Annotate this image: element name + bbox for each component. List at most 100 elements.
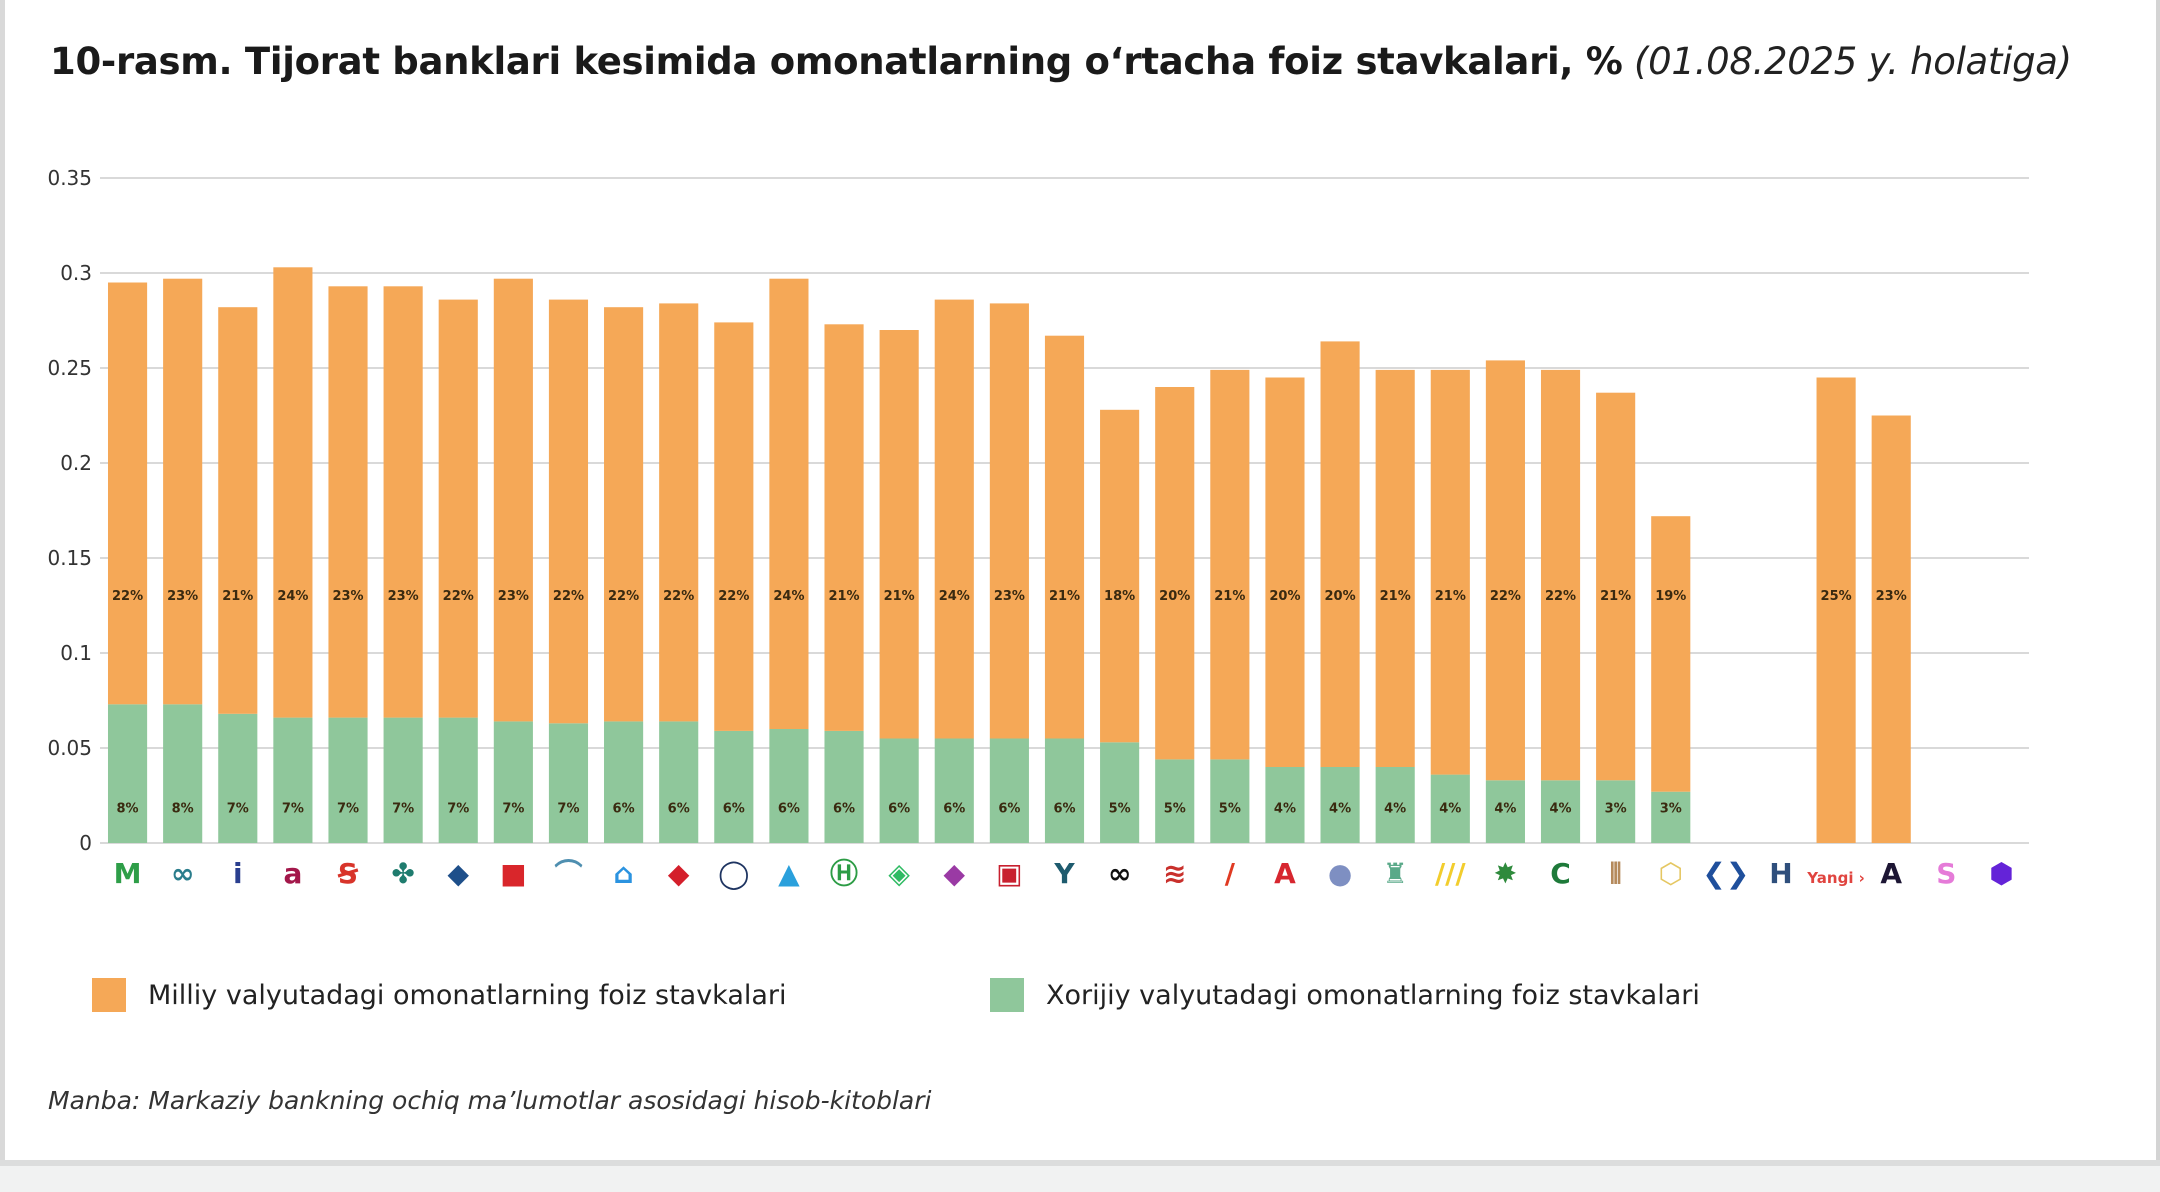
data-label-foreign: 6%	[833, 802, 855, 817]
bar-foreign	[1320, 767, 1360, 843]
data-label-foreign: 5%	[1164, 802, 1186, 817]
house-logo-icon: ⌂	[614, 857, 634, 890]
data-label-national: 22%	[608, 589, 639, 604]
bar-foreign	[1265, 767, 1305, 843]
data-label-foreign: 5%	[1109, 802, 1131, 817]
bar-foreign	[383, 717, 423, 843]
chain-logo-icon: ∞	[171, 857, 194, 890]
data-label-national: 18%	[1104, 589, 1135, 604]
bar-foreign	[1210, 759, 1250, 843]
data-label-national: 22%	[718, 589, 749, 604]
yangi-logo-icon: Yangi ›	[1806, 869, 1865, 887]
bar-national	[493, 278, 533, 722]
bar-national	[1320, 341, 1360, 767]
bar-national	[273, 267, 313, 718]
data-label-foreign: 3%	[1605, 802, 1627, 817]
bar-national	[1375, 369, 1415, 767]
bar-national	[714, 322, 754, 731]
data-label-foreign: 6%	[613, 802, 635, 817]
bar-foreign	[107, 704, 148, 843]
bar-foreign	[438, 717, 478, 843]
bar-national	[107, 282, 148, 705]
bar-national	[328, 286, 368, 718]
data-label-national: 24%	[773, 589, 804, 604]
data-label-foreign: 7%	[282, 802, 304, 817]
y-tick-label: 0.35	[47, 166, 92, 190]
bar-national	[1816, 377, 1856, 843]
data-label-national: 24%	[277, 589, 308, 604]
ribbon-logo-icon: S	[1936, 857, 1956, 890]
a-square-logo-icon: a	[283, 857, 302, 890]
ring-logo-icon: ◯	[718, 857, 749, 890]
data-label-national: 21%	[222, 589, 253, 604]
data-label-national: 21%	[884, 589, 915, 604]
red-frame-logo-icon: ▣	[996, 857, 1022, 890]
data-label-foreign: 8%	[117, 802, 139, 817]
data-label-foreign: 3%	[1660, 802, 1682, 817]
bar-national	[383, 286, 423, 718]
data-label-national: 21%	[828, 589, 859, 604]
bar-foreign	[1100, 742, 1140, 843]
blob-logo-icon: ●	[1328, 857, 1352, 890]
y-tick-label: 0	[79, 831, 92, 855]
c-dot-logo-icon: C	[1550, 857, 1571, 890]
i-logo-icon: i	[233, 857, 243, 890]
data-label-national: 23%	[332, 589, 363, 604]
bar-national	[769, 278, 809, 729]
data-label-national: 19%	[1655, 589, 1686, 604]
data-label-foreign: 7%	[337, 802, 359, 817]
data-label-national: 22%	[663, 589, 694, 604]
data-label-foreign: 4%	[1329, 802, 1351, 817]
bar-foreign	[1485, 780, 1525, 843]
data-label-foreign: 4%	[1549, 802, 1571, 817]
bottle-logo-icon: ♜	[1383, 857, 1408, 890]
bar-foreign	[824, 730, 864, 843]
stacked-bar-chart: 0 0.05 0.1 0.15 0.2 0.25 0.3 0.35 22% 8% 23% 8% 21%…	[47, 166, 2029, 890]
data-label-national: 22%	[1490, 589, 1521, 604]
green-diamond-logo-icon: ◈	[888, 857, 910, 890]
bar-national	[879, 330, 919, 739]
page-right-border	[2156, 0, 2160, 1160]
green-star-logo-icon: ✸	[1494, 857, 1517, 890]
bar-national	[1485, 360, 1525, 781]
data-label-national: 21%	[1600, 589, 1631, 604]
chart-title-main: 10-rasm. Tijorat banklari kesimida omona…	[50, 40, 1623, 83]
bar-national	[1044, 335, 1085, 739]
bar-foreign	[1540, 780, 1581, 843]
data-label-foreign: 4%	[1439, 802, 1461, 817]
red-square-logo-icon: ■	[500, 857, 526, 890]
data-label-foreign: 7%	[502, 802, 524, 817]
data-labels: 22% 8% 23% 8% 21% 7% 24% 7% 23% 7% 23% 7% 22% 7% 23% 7%…	[112, 589, 1907, 817]
data-label-foreign: 8%	[172, 802, 194, 817]
data-label-national: 21%	[1214, 589, 1245, 604]
h-circle-logo-icon: Ⓗ	[830, 857, 858, 890]
bar-foreign	[1430, 774, 1470, 843]
bar-foreign	[548, 723, 589, 843]
y-tick-label: 0.15	[47, 546, 92, 570]
bar-foreign	[218, 713, 258, 843]
bar-national	[1871, 415, 1911, 843]
purple-diamond-logo-icon: ◆	[943, 857, 965, 890]
y-tick-label: 0.1	[60, 641, 92, 665]
page-bottom-band	[0, 1160, 2160, 1192]
chevron-logo-icon: ❮❯	[1702, 857, 1749, 890]
bar-foreign	[163, 704, 203, 843]
legend-swatch-foreign	[990, 978, 1024, 1012]
data-label-national: 23%	[994, 589, 1025, 604]
bar-national	[604, 307, 644, 722]
bar-foreign	[769, 729, 809, 843]
m-logo-icon: M	[114, 857, 142, 890]
data-label-national: 22%	[1545, 589, 1576, 604]
page-left-border	[0, 0, 5, 1160]
chart-title: 10-rasm. Tijorat banklari kesimida omona…	[50, 40, 2072, 83]
bar-national	[438, 299, 478, 718]
data-label-national: 23%	[388, 589, 419, 604]
h-logo-icon: H	[1769, 857, 1792, 890]
data-label-foreign: 6%	[1053, 802, 1075, 817]
clover-logo-icon: ✤	[391, 857, 414, 890]
legend-item-foreign: Xorijiy valyutadagi omonatlarning foiz s…	[990, 978, 1700, 1012]
data-label-national: 20%	[1269, 589, 1300, 604]
data-label-national: 22%	[112, 589, 143, 604]
bar-foreign	[1651, 791, 1691, 843]
data-label-national: 25%	[1821, 589, 1852, 604]
